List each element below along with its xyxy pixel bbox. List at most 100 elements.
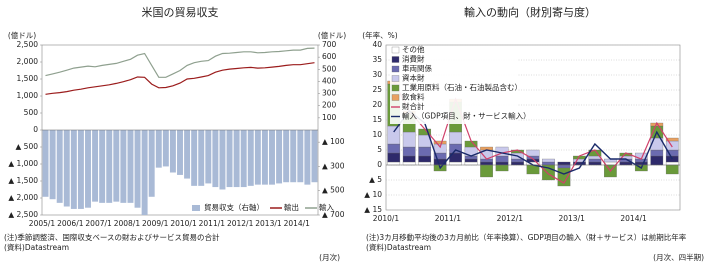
bar-segment [495,164,509,172]
legend-label: 財合計 [402,101,425,111]
bar-segment [542,161,555,166]
bar-segment [464,158,478,163]
x-tick-label: 2010/1 [170,219,197,228]
bar [63,130,70,207]
y2-tick-label: 400 [322,76,337,85]
y2-tick-label: 200 [322,101,337,110]
bar [148,130,155,197]
y-tick-label: 0 [377,160,382,169]
bar-segment [665,164,679,175]
bar-segment [511,161,524,166]
bar-segment [387,152,401,163]
bar-segment [402,146,416,157]
y-tick-label: 10 [372,130,382,139]
x-tick-label: 2014/1 [620,214,647,223]
bar-segment [495,161,509,166]
bar-segment [665,137,679,142]
legend: 貿易収支（右軸） 輸出 輸入 [192,202,334,212]
legend-label: 資本財 [402,73,425,83]
bar [169,130,176,173]
y2-tick-label: 100 [322,113,337,122]
x-tick-label: 2014/1 [284,219,311,228]
y-tick-label: 500 [24,108,39,117]
y-tick-label: 40 [372,40,382,49]
bar [290,130,297,183]
source: (資料)Datastream [366,242,431,252]
bar-segment [557,161,571,166]
bar-segment [665,161,679,166]
bar [311,130,318,183]
bar-segment [418,161,432,166]
y-tick-label: 2,000 [17,57,39,66]
bar-segment [464,161,478,166]
bar [120,130,127,203]
bar-segment [402,155,416,163]
line-series [45,62,315,95]
x-tick-label: 2011/1 [435,214,462,223]
legend-swatch [391,65,400,73]
y2-tick-label: ▲ 100 [322,137,345,146]
note: (注)季節調整済、国際収支ベースの財およびサービス貿易の合計 [4,232,220,242]
y-axis-label: (億ドル) [8,30,36,40]
y-tick-label: 35 [372,55,382,64]
bar [92,130,99,202]
bar [297,130,304,183]
y2-tick-label: ▲ 300 [322,161,345,170]
bar [162,130,169,167]
bar-segment [511,158,524,163]
bar [77,130,84,209]
bar-segment [449,131,462,145]
bar [276,130,283,184]
bar [205,130,212,184]
bar-segment [588,161,602,166]
legend-swatch [391,46,400,54]
bars [42,130,318,215]
bar [49,130,56,200]
bar-segment [402,161,416,166]
bar [219,130,226,190]
y2-tick-label: 500 [322,64,337,73]
bar-segment [387,143,401,154]
y-tick-label: ▲ 5 [369,175,382,184]
legend-label: その他 [402,44,425,54]
legend: その他消費財車両関係資本財工業用原料（石油・石油製品含む）飲食料財合計輸入（GD… [390,44,531,124]
x-tick-label: 2012/1 [497,214,524,223]
legend-swatch [192,205,200,211]
y-axis-label: (年率、%) [362,30,398,40]
legend-swatch [391,56,400,63]
x-tick-label: 2008/1 [114,219,141,228]
y-tick-label: 1,000 [17,91,39,100]
y-tick-label: 20 [372,100,382,109]
y2-tick-label: 600 [322,52,337,61]
legend-label: 貿易収支（右軸） [204,202,264,212]
y-tick-label: ▲ 500 [16,142,39,151]
legend-box [390,46,518,124]
lines [45,47,315,95]
x-tick-label: 2013/1 [255,219,282,228]
y2-tick-label: ▲ 500 [322,186,345,195]
legend-swatch [391,94,400,101]
bar-segment [542,158,555,163]
bar [198,130,205,186]
y-tick-label: 2,500 [17,40,39,49]
bar [247,130,254,186]
source: (資料)Datastream [4,242,69,252]
bar [191,130,198,186]
bar [56,130,63,203]
legend-label: 輸出 [284,202,299,212]
y-tick-label: ▲ 2,500 [8,210,38,219]
bar-segment [480,161,493,166]
bar-segment [433,140,447,145]
y2-tick-label: 700 [322,40,337,49]
legend-label: 輸入 [319,202,334,212]
bar-segment [650,155,664,166]
legend-label: 消費財 [402,54,425,64]
bar-segment [449,161,462,166]
bar-segment [634,161,648,166]
bar [155,130,162,168]
bar [127,130,134,203]
chart-title: 輸入の動向（財別寄与度） [464,5,596,19]
frequency: (月次、四半期) [653,252,704,262]
y-tick-label: 15 [372,115,382,124]
